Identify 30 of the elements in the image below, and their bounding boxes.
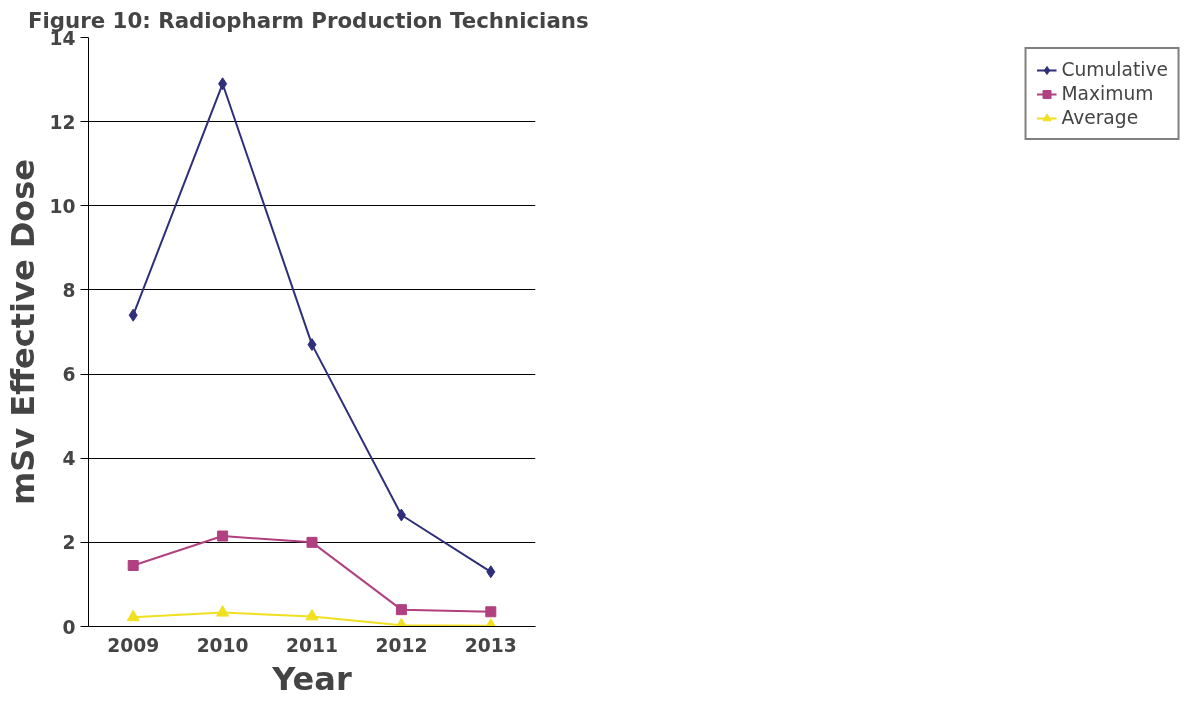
- point: [126, 609, 140, 622]
- y-tick-label: 8: [62, 279, 76, 301]
- point: [396, 508, 406, 522]
- point: [217, 530, 229, 542]
- point: [218, 77, 228, 91]
- legend-label: Average: [1061, 107, 1139, 128]
- point: [216, 605, 230, 617]
- x-tick-label: 2010: [196, 634, 249, 656]
- y-tick-label: 4: [62, 448, 76, 470]
- x-tick-label: 2011: [286, 634, 338, 656]
- point: [305, 608, 319, 621]
- x-tick-label: 2012: [375, 634, 428, 656]
- point: [306, 536, 318, 548]
- y-tick-label: 12: [49, 111, 76, 133]
- y-tick-label: 6: [62, 364, 76, 386]
- x-tick-label: 2009: [107, 634, 160, 656]
- legend-label: Maximum: [1061, 83, 1154, 104]
- point: [307, 338, 317, 352]
- point: [486, 565, 496, 579]
- point: [128, 308, 138, 322]
- point: [485, 606, 497, 618]
- point: [127, 560, 139, 571]
- y-tick-label: 0: [62, 616, 76, 638]
- legend-label: Cumulative: [1061, 59, 1168, 80]
- y-tick-label: 10: [49, 195, 76, 217]
- point: [395, 604, 407, 616]
- y-tick-label: 2: [62, 532, 76, 554]
- x-axis-title: Year: [271, 659, 352, 698]
- y-axis-title: mSv Effective Dose: [3, 158, 42, 506]
- x-tick-label: 2013: [464, 634, 517, 656]
